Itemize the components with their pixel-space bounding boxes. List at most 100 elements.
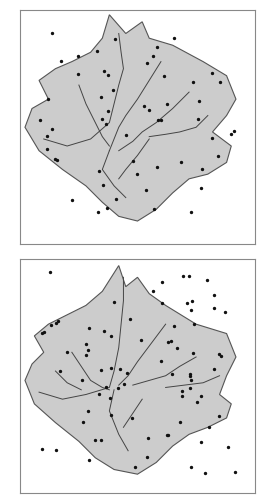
Point	[59, 57, 64, 65]
Point	[130, 414, 134, 422]
Point	[229, 130, 234, 138]
Point	[104, 383, 108, 391]
Point	[108, 394, 112, 402]
Point	[112, 298, 116, 306]
Point	[169, 370, 174, 378]
Point	[87, 323, 92, 331]
Point	[166, 339, 170, 347]
Point	[219, 352, 223, 360]
Point	[166, 432, 170, 440]
Point	[188, 463, 193, 471]
Point	[130, 157, 135, 165]
Point	[102, 327, 106, 335]
Point	[124, 131, 128, 139]
Point	[55, 156, 59, 164]
Point	[199, 391, 203, 399]
Point	[142, 102, 147, 110]
Point	[144, 453, 149, 461]
Point	[86, 456, 91, 464]
Point	[218, 78, 222, 87]
Point	[162, 72, 166, 80]
Point	[92, 437, 97, 445]
Point	[53, 319, 58, 327]
Point	[185, 299, 189, 307]
Point	[165, 100, 169, 108]
Point	[101, 182, 105, 190]
Point	[100, 115, 104, 123]
Point	[188, 384, 192, 392]
Point	[212, 291, 216, 299]
Point	[97, 167, 101, 175]
Point	[188, 370, 192, 378]
Point	[39, 329, 44, 337]
Point	[65, 348, 69, 356]
Point	[165, 431, 169, 439]
Point	[151, 287, 155, 295]
Point	[38, 116, 42, 124]
Point	[116, 384, 120, 392]
Point	[189, 306, 194, 314]
Point	[205, 277, 210, 285]
Point	[191, 77, 195, 86]
Point	[122, 380, 126, 388]
Point	[96, 390, 101, 398]
Point	[212, 304, 216, 312]
Point	[160, 299, 164, 307]
Point	[125, 369, 130, 377]
Point	[233, 468, 238, 476]
Point	[151, 52, 155, 60]
Point	[144, 186, 148, 194]
Point	[186, 272, 191, 280]
Point	[84, 352, 89, 360]
Point	[46, 95, 51, 103]
Point	[217, 351, 221, 359]
Point	[223, 308, 227, 316]
Point	[114, 195, 119, 203]
Point	[85, 407, 90, 415]
Point	[112, 35, 117, 43]
Point	[86, 346, 91, 354]
Point	[58, 367, 62, 375]
Point	[80, 376, 84, 384]
Point	[118, 365, 122, 373]
Point	[199, 438, 203, 446]
Point	[135, 170, 139, 178]
Point	[189, 208, 193, 216]
Point	[210, 69, 214, 77]
Point	[133, 463, 138, 471]
Point	[96, 208, 100, 216]
Point	[109, 364, 113, 372]
Point	[202, 469, 207, 477]
Point	[188, 372, 192, 380]
Point	[45, 132, 49, 140]
Point	[207, 423, 211, 431]
Point	[110, 86, 115, 94]
Point	[42, 328, 46, 337]
Point	[80, 418, 85, 426]
Point	[105, 204, 109, 212]
Point	[156, 116, 161, 124]
Point	[181, 272, 185, 280]
Point	[197, 98, 201, 106]
Point	[190, 297, 194, 305]
Point	[104, 120, 108, 128]
Point	[39, 445, 44, 453]
Point	[145, 434, 150, 442]
Point	[199, 184, 203, 192]
Point	[231, 127, 236, 135]
Point	[76, 70, 80, 78]
Point	[191, 350, 195, 358]
Point	[155, 43, 159, 51]
Point	[99, 437, 104, 445]
Point	[53, 155, 57, 163]
Point	[48, 269, 52, 277]
Point	[179, 157, 183, 165]
Point	[192, 320, 196, 328]
Point	[84, 341, 89, 349]
Point	[196, 115, 200, 123]
Point	[128, 315, 132, 323]
Point	[216, 412, 221, 421]
Point	[226, 443, 231, 451]
Point	[76, 52, 80, 60]
Point	[98, 366, 103, 374]
